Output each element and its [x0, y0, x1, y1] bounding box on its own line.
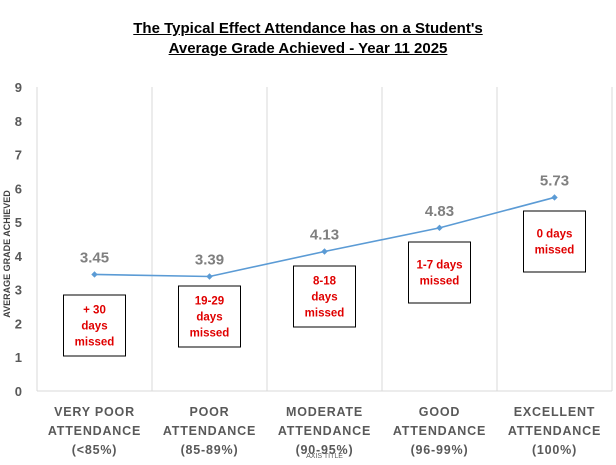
data-label: 5.73	[540, 172, 569, 189]
annotation-text: missed	[305, 308, 345, 320]
x-tick-label: ATTENDANCE	[48, 424, 141, 438]
data-point	[206, 273, 213, 280]
x-tick-label: EXCELLENT	[514, 405, 596, 419]
data-point	[91, 271, 98, 278]
annotation-text: missed	[190, 328, 230, 340]
x-tick-label: ATTENDANCE	[508, 424, 601, 438]
x-tick-label: (96-99%)	[411, 443, 469, 457]
y-tick-label: 2	[15, 316, 22, 331]
x-tick-label: (90-95%)	[296, 443, 354, 457]
annotation-text: 19-29	[195, 296, 224, 308]
x-tick-label: (100%)	[532, 443, 577, 457]
x-tick-label: VERY POOR	[54, 405, 135, 419]
x-tick-label: GOOD	[419, 405, 460, 419]
y-tick-label: 7	[15, 148, 22, 163]
y-tick-label: 6	[15, 181, 22, 196]
x-tick-label: POOR	[189, 405, 229, 419]
data-label: 3.45	[80, 249, 109, 266]
x-tick-label: (85-89%)	[181, 443, 239, 457]
annotation-text: days	[311, 292, 337, 304]
annotation-text: days	[196, 312, 222, 324]
y-axis-title: AVERAGE GRADE ACHIEVED	[2, 190, 12, 318]
annotation-text: missed	[420, 276, 460, 288]
x-axis-title: AXIS TITLE	[306, 453, 343, 460]
data-label: 4.13	[310, 226, 339, 243]
annotation-text: missed	[535, 245, 575, 257]
annotation-text: 0 days	[537, 229, 573, 241]
x-tick-label: ATTENDANCE	[278, 424, 371, 438]
chart-title-line-2: Average Grade Achieved - Year 11 2025	[168, 40, 448, 57]
data-label: 4.83	[425, 203, 454, 220]
annotation-box	[178, 285, 241, 348]
annotation-box	[293, 265, 356, 328]
y-tick-label: 1	[15, 350, 22, 365]
chart-title-line-1: The Typical Effect Attendance has on a S…	[133, 20, 483, 37]
y-tick-label: 5	[15, 215, 22, 230]
y-tick-label: 9	[15, 80, 22, 95]
annotation-text: 8-18	[313, 276, 337, 288]
annotation-text: missed	[75, 337, 115, 349]
x-tick-label: MODERATE	[286, 405, 363, 419]
y-tick-label: 8	[15, 114, 22, 129]
annotation-box	[523, 210, 586, 273]
data-point	[321, 248, 328, 255]
x-tick-label: ATTENDANCE	[393, 424, 486, 438]
data-label: 3.39	[195, 251, 224, 268]
annotation-text: 1-7 days	[416, 260, 462, 272]
data-point	[551, 194, 558, 201]
x-tick-label: (<85%)	[72, 443, 117, 457]
annotation-box	[63, 294, 126, 357]
data-point	[436, 224, 443, 232]
annotation-text: + 30	[83, 305, 106, 317]
y-tick-label: 4	[15, 249, 23, 264]
annotation-text: days	[81, 321, 107, 333]
annotation-box	[408, 241, 471, 304]
y-tick-label: 0	[15, 384, 22, 399]
x-tick-label: ATTENDANCE	[163, 424, 256, 438]
y-tick-label: 3	[15, 283, 22, 298]
